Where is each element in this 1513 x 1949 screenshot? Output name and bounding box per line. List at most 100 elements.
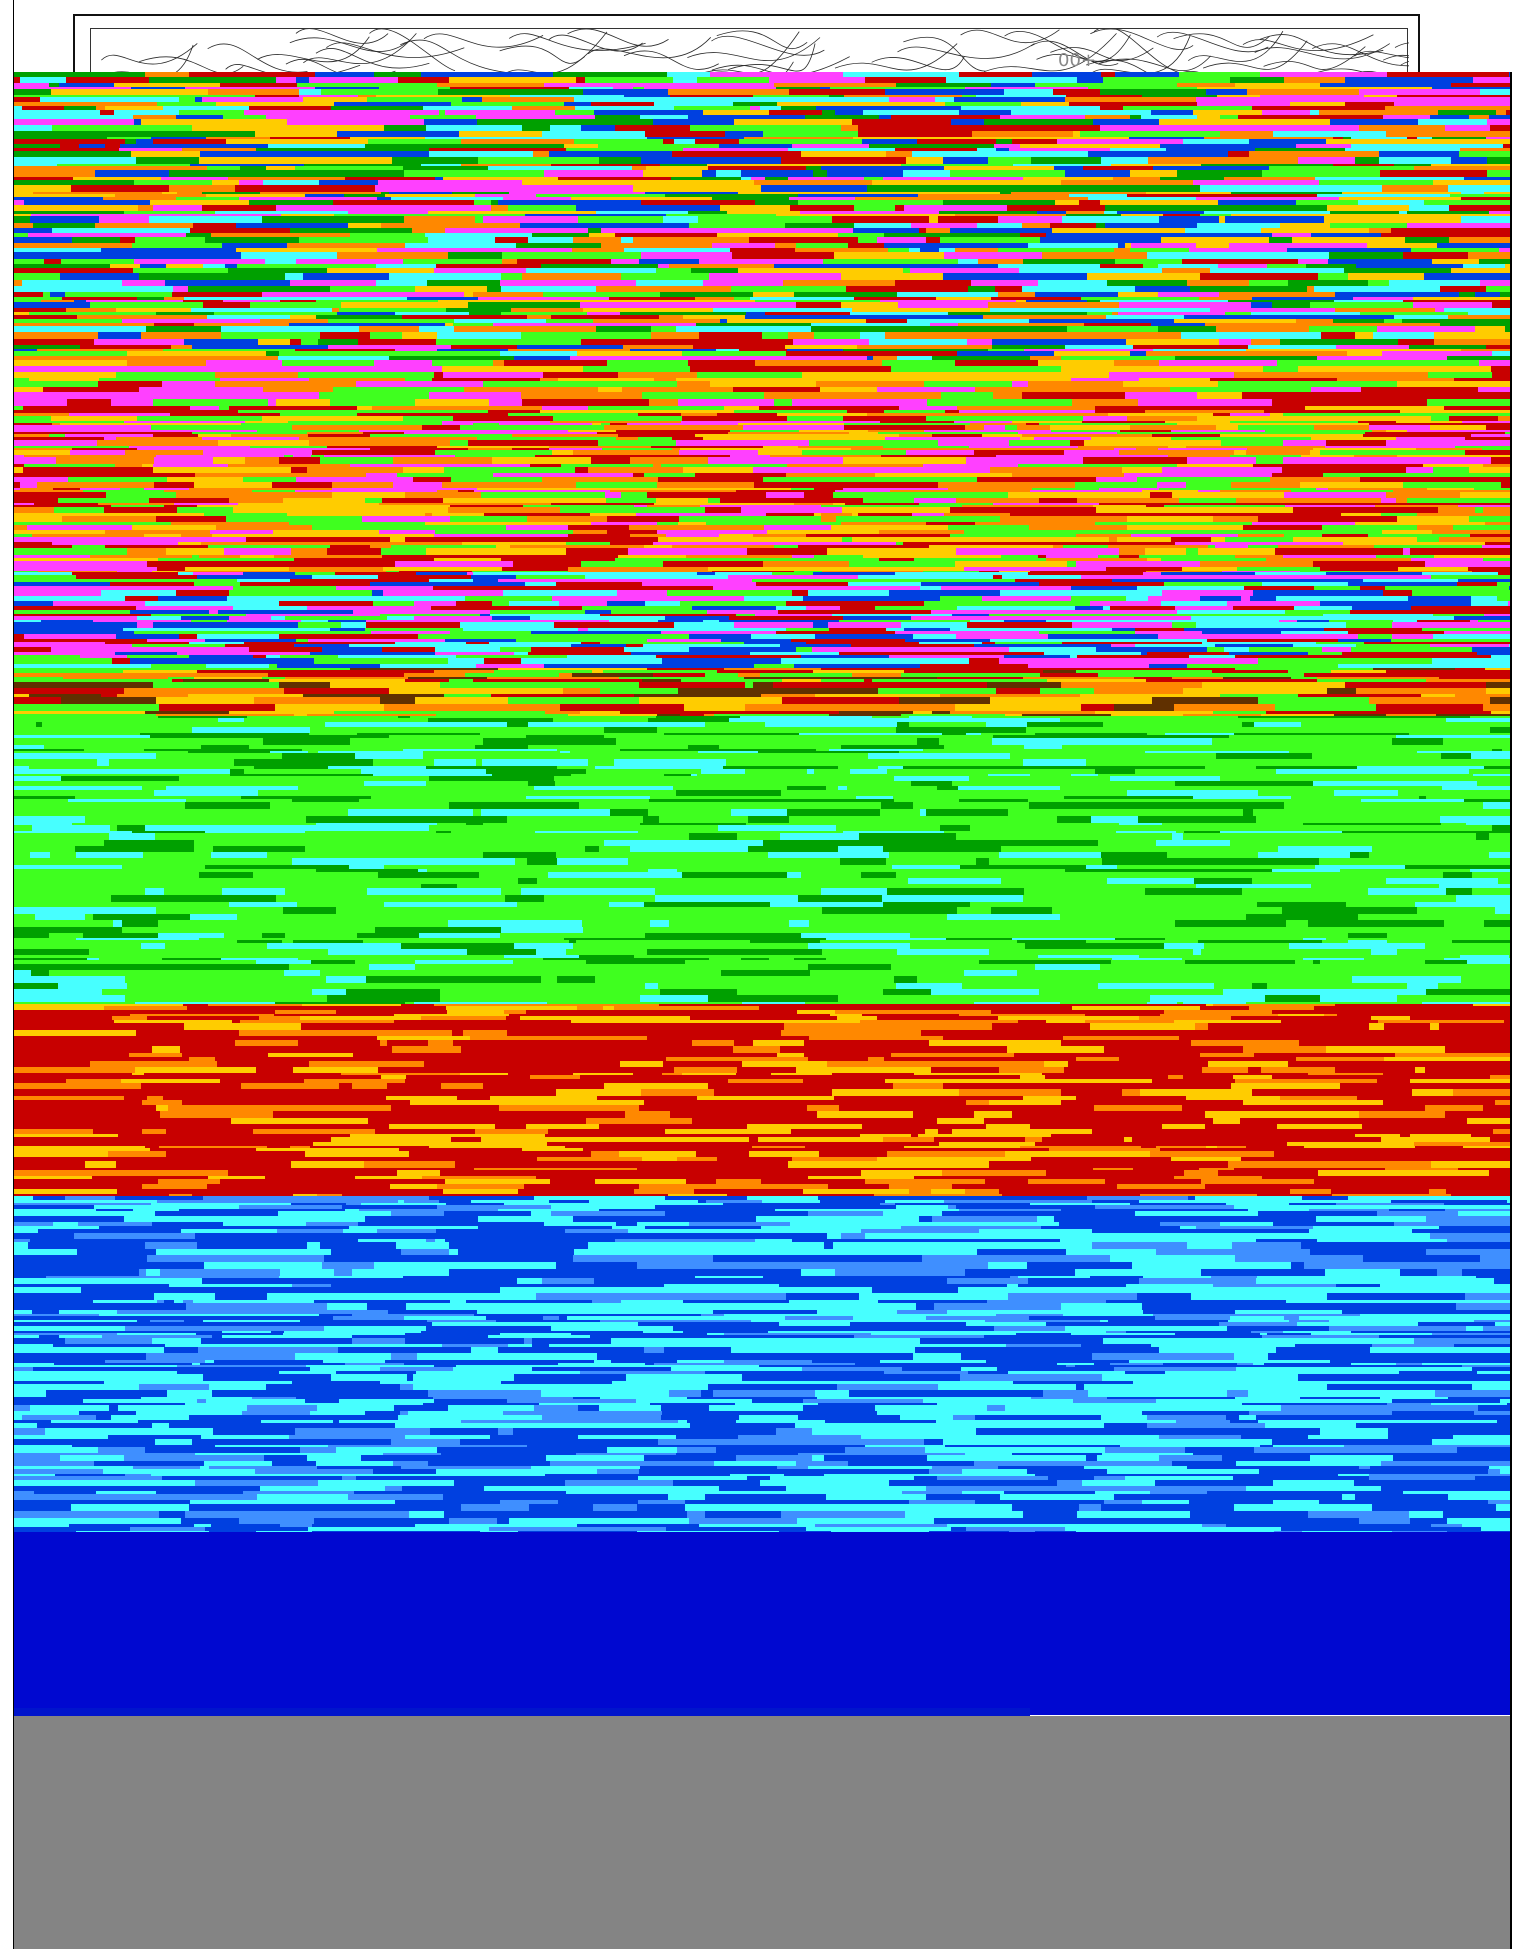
noise-streak <box>634 505 647 507</box>
noise-streak <box>350 668 409 670</box>
noise-streak <box>279 157 392 164</box>
noise-streak <box>1297 620 1329 622</box>
noise-streak <box>626 644 643 647</box>
noise-streak <box>938 216 998 223</box>
noise-streak <box>24 455 156 457</box>
noise-streak <box>734 622 813 628</box>
noise-streak <box>94 642 105 644</box>
noise-streak <box>782 679 821 682</box>
noise-streak <box>567 995 640 1002</box>
noise-streak <box>672 151 801 157</box>
noise-streak <box>14 381 98 387</box>
noise-streak <box>1064 1067 1202 1073</box>
noise-streak <box>968 503 993 505</box>
noise-streak <box>872 716 909 718</box>
noise-streak <box>574 714 657 716</box>
noise-streak <box>663 216 698 223</box>
noise-streak <box>1459 477 1511 482</box>
noise-streak <box>1255 148 1308 151</box>
noise-streak <box>804 492 833 498</box>
noise-streak <box>796 302 841 308</box>
noise-streak <box>1071 378 1139 381</box>
noise-streak <box>970 620 1004 622</box>
noise-streak <box>959 410 990 413</box>
noise-streak <box>490 614 600 616</box>
noise-streak <box>1338 983 1407 989</box>
noise-streak <box>821 505 890 507</box>
noise-streak <box>426 548 566 555</box>
noise-streak <box>817 920 952 927</box>
noise-streak <box>1028 799 1100 802</box>
noise-streak <box>1432 446 1455 448</box>
noise-streak <box>295 490 437 492</box>
noise-streak <box>966 733 981 735</box>
noise-streak <box>690 753 724 759</box>
noise-streak <box>517 259 611 264</box>
noise-streak <box>14 596 125 601</box>
noise-streak <box>849 561 955 567</box>
noise-streak <box>1139 1016 1231 1020</box>
noise-streak <box>507 722 528 727</box>
noise-streak <box>14 718 85 722</box>
noise-streak <box>545 745 688 749</box>
noise-streak <box>717 846 748 852</box>
noise-streak <box>956 634 1048 639</box>
noise-streak <box>1266 558 1411 561</box>
noise-streak <box>496 545 510 548</box>
noise-streak <box>1104 895 1176 902</box>
noise-streak <box>61 697 156 704</box>
noise-streak <box>14 228 52 233</box>
noise-streak <box>399 571 472 572</box>
noise-streak <box>939 248 955 252</box>
band-green-field <box>14 716 1511 1004</box>
noise-streak <box>316 300 438 302</box>
noise-streak <box>819 378 951 381</box>
noise-streak <box>244 718 385 722</box>
noise-streak <box>1015 976 1146 983</box>
noise-streak <box>332 492 405 498</box>
noise-streak <box>899 751 1023 753</box>
noise-streak <box>780 833 859 840</box>
noise-streak <box>679 516 821 522</box>
noise-streak <box>1161 558 1266 561</box>
noise-streak <box>1152 697 1258 704</box>
noise-streak <box>1171 1057 1296 1061</box>
noise-streak <box>178 542 201 545</box>
noise-streak <box>663 1061 742 1067</box>
noise-streak <box>884 410 945 413</box>
noise-streak <box>676 339 793 345</box>
noise-streak <box>385 718 428 722</box>
noise-streak <box>1326 349 1461 351</box>
noise-streak <box>747 1124 862 1129</box>
noise-streak <box>1146 505 1164 507</box>
noise-streak <box>412 228 445 233</box>
noise-streak <box>885 89 962 95</box>
noise-streak <box>114 110 179 115</box>
noise-streak <box>1138 816 1256 823</box>
noise-streak <box>171 345 192 349</box>
noise-streak <box>1171 537 1211 542</box>
noise-streak <box>1143 264 1158 268</box>
noise-streak <box>139 273 270 280</box>
noise-streak <box>14 1014 130 1016</box>
noise-streak <box>1484 766 1511 769</box>
noise-streak <box>1075 482 1157 488</box>
noise-streak <box>405 1002 414 1004</box>
noise-streak <box>312 525 394 530</box>
noise-streak <box>151 614 246 616</box>
noise-streak <box>576 940 609 943</box>
noise-streak <box>14 166 151 170</box>
noise-streak <box>1177 464 1253 467</box>
band-mixed-noise <box>14 72 1511 360</box>
noise-streak <box>443 372 543 378</box>
noise-streak <box>1249 151 1379 157</box>
noise-streak <box>498 940 569 943</box>
noise-streak <box>238 410 378 413</box>
noise-streak <box>1321 423 1369 425</box>
noise-streak <box>14 658 112 664</box>
noise-streak <box>1352 749 1363 751</box>
noise-streak <box>122 319 260 323</box>
noise-streak <box>1253 809 1293 816</box>
noise-streak <box>1413 297 1511 300</box>
noise-streak <box>85 914 93 920</box>
